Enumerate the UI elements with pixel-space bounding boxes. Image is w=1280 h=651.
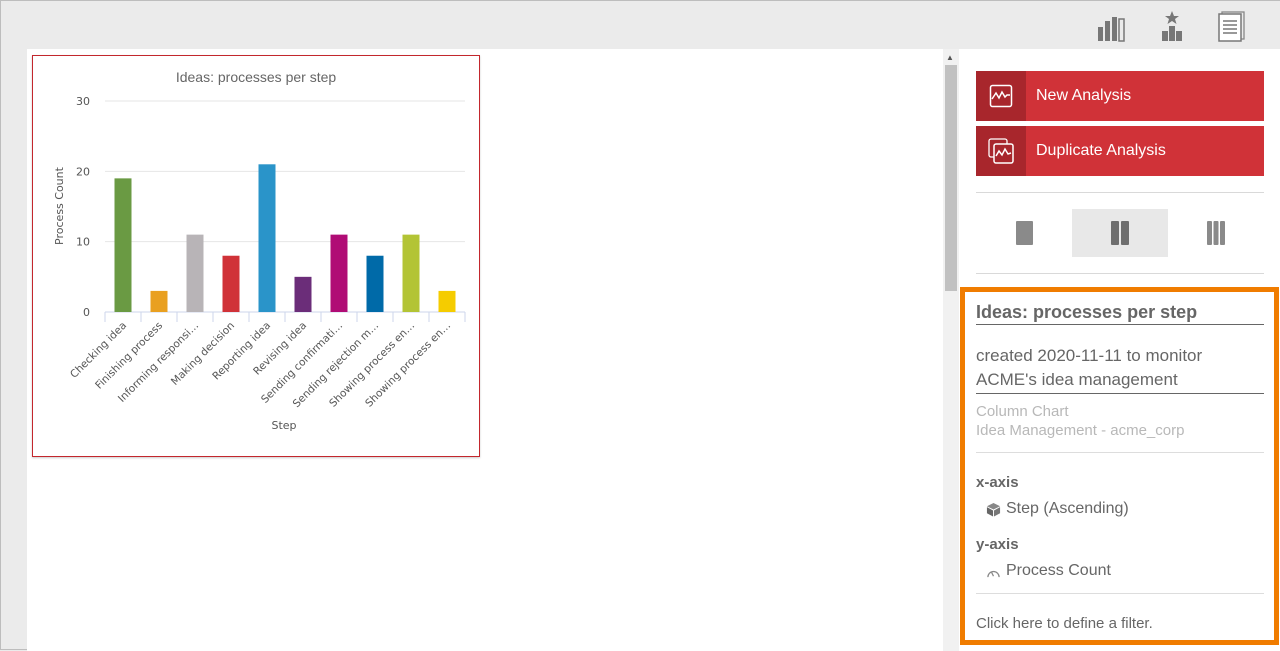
x-tick-label: Finishing process [93,320,165,392]
bar-5[interactable] [294,276,312,312]
bar-8[interactable] [402,234,420,312]
y-tick-label: 30 [76,95,90,108]
data-source: Idea Management - acme_corp [976,422,1185,439]
top-toolbar [1,1,1280,49]
analysis-description: created 2020-11-11 to monitor ACME's ide… [976,344,1264,394]
x-axis-heading: x-axis [976,474,1019,491]
x-axis-title: Step [271,419,296,432]
bar-4[interactable] [258,164,276,312]
scroll-up-arrow-icon[interactable]: ▲ [946,53,954,62]
column-chart: Ideas: processes per step 0102030Checkin… [53,69,466,432]
divider [976,452,1264,453]
duplicate-icon [976,126,1026,176]
y-axis-field[interactable]: Process Count [986,562,1274,580]
layout-two-column-button[interactable] [1072,209,1168,257]
y-tick-label: 0 [83,306,90,319]
vertical-scrollbar[interactable]: ▲ [943,49,959,651]
y-tick-label: 20 [76,165,90,178]
y-axis-heading: y-axis [976,536,1019,553]
bar-9[interactable] [438,290,456,312]
duplicate-analysis-button[interactable]: Duplicate Analysis [976,126,1264,176]
cube-icon [986,502,1001,517]
divider [976,593,1264,594]
gauge-icon [987,570,1000,577]
x-axis-field[interactable]: Step (Ascending) [986,500,1274,518]
bar-6[interactable] [330,234,348,312]
scrollbar-thumb[interactable] [945,65,957,291]
chart-card[interactable]: Ideas: processes per step 0 10 20 30 Checkin… [32,55,480,457]
divider [976,273,1264,274]
ranking-chart-icon[interactable] [1155,9,1189,43]
bar-1[interactable] [150,290,168,312]
bar-chart-icon[interactable] [1095,9,1129,43]
chart-title: Ideas: processes per step [176,69,337,85]
bar-2[interactable] [186,234,204,312]
three-column-icon [1207,221,1225,245]
layout-three-column-button[interactable] [1168,209,1264,257]
new-analysis-button[interactable]: New Analysis [976,71,1264,121]
analysis-title: Ideas: processes per step [976,302,1264,325]
y-tick-label: 10 [76,236,90,249]
report-pages-icon[interactable] [1215,9,1249,43]
bar-7[interactable] [366,255,384,312]
define-filter-link[interactable]: Click here to define a filter. [976,615,1153,632]
layout-one-column-button[interactable] [976,209,1072,257]
two-column-icon [1111,221,1129,245]
y-axis-title: Process Count [53,166,66,245]
divider [976,192,1264,193]
bar-0[interactable] [114,178,132,312]
analysis-icon [976,71,1026,121]
bar-3[interactable] [222,255,240,312]
chart-type: Column Chart [976,403,1069,420]
one-column-icon [1016,221,1033,245]
analysis-info-box: Ideas: processes per step created 2020-1… [960,287,1279,645]
x-tick-label: Making decision [169,320,237,388]
